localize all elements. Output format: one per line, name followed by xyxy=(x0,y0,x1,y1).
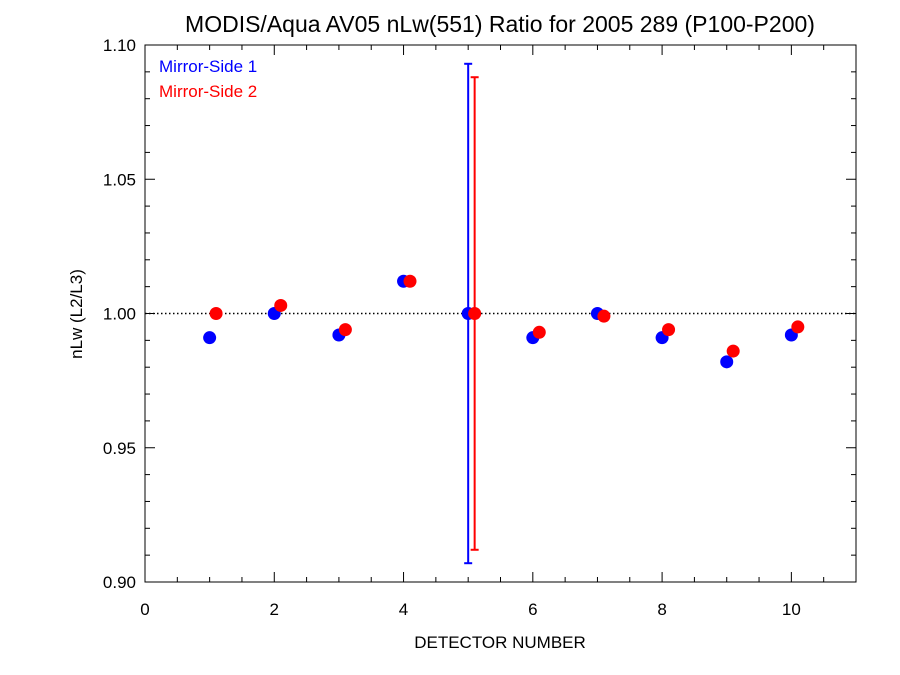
x-tick-label: 4 xyxy=(399,600,408,619)
x-axis-label: DETECTOR NUMBER xyxy=(414,633,586,652)
y-tick-label: 1.00 xyxy=(103,305,136,324)
y-tick-label: 1.10 xyxy=(103,36,136,55)
data-point-series-1 xyxy=(720,355,734,369)
x-tick-label: 10 xyxy=(782,600,801,619)
data-point-series-2 xyxy=(532,325,546,339)
x-tick-label: 0 xyxy=(140,600,149,619)
x-tick-label: 2 xyxy=(270,600,279,619)
legend: Mirror-Side 1 Mirror-Side 2 xyxy=(159,57,257,101)
legend-entry-series-2: Mirror-Side 2 xyxy=(159,82,257,101)
data-point-series-2 xyxy=(403,274,417,288)
data-point-series-2 xyxy=(274,298,288,312)
y-tick-label: 0.90 xyxy=(103,573,136,592)
y-tick-label: 0.95 xyxy=(103,439,136,458)
y-tick-label: 1.05 xyxy=(103,170,136,189)
y-axis-label: nLw (L2/L3) xyxy=(67,269,86,359)
data-point-series-2 xyxy=(726,344,740,358)
data-point-series-2 xyxy=(468,307,482,320)
data-point-series-2 xyxy=(791,320,805,334)
data-point-series-2 xyxy=(662,323,676,337)
chart-title: MODIS/Aqua AV05 nLw(551) Ratio for 2005 … xyxy=(185,11,815,37)
legend-entry-series-1: Mirror-Side 1 xyxy=(159,57,257,76)
x-tick-label: 6 xyxy=(528,600,537,619)
x-tick-label: 8 xyxy=(657,600,666,619)
data-point-series-2 xyxy=(209,307,223,320)
data-point-series-2 xyxy=(338,323,352,337)
data-point-series-1 xyxy=(203,331,217,345)
data-point-series-2 xyxy=(597,309,611,323)
plot-area: 0 2 4 6 8 10 0.90 0.95 1.00 1.05 1.10 xyxy=(103,36,857,619)
